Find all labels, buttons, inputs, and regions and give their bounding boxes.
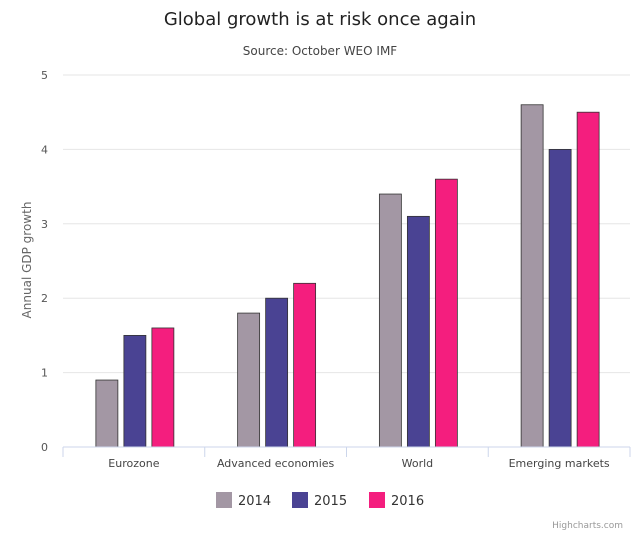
y-tick-label: 1 xyxy=(41,367,48,380)
legend-swatch xyxy=(369,492,385,508)
y-axis-ticks: 0 1 2 3 4 5 xyxy=(41,69,48,454)
bar-2015-1[interactable] xyxy=(265,297,289,448)
y-tick-label: 3 xyxy=(41,218,48,231)
bar-2016-0[interactable] xyxy=(151,327,175,448)
x-category-label: World xyxy=(402,457,434,470)
bar-2016-3[interactable] xyxy=(576,111,600,448)
legend-label: 2014 xyxy=(238,494,271,509)
legend-item-2016[interactable]: 2016 xyxy=(369,492,424,509)
bar-2014-3[interactable] xyxy=(520,104,544,448)
grid-lines xyxy=(63,74,630,374)
legend-label: 2015 xyxy=(314,494,347,509)
x-axis-ticks: Eurozone Advanced economies World Emerging … xyxy=(62,447,631,470)
chart-subtitle: Source: October WEO IMF xyxy=(243,44,398,58)
chart-title: Global growth is at risk once again xyxy=(164,9,476,30)
bar-2014-2[interactable] xyxy=(378,193,402,448)
bar-2014-0[interactable] xyxy=(95,379,119,448)
bar-2014-1[interactable] xyxy=(237,312,261,448)
legend-swatch xyxy=(216,492,232,508)
x-category-label: Advanced economies xyxy=(217,457,335,470)
x-category-label: Eurozone xyxy=(108,457,159,470)
bar-2015-2[interactable] xyxy=(406,215,430,448)
bar-2015-3[interactable] xyxy=(548,148,572,448)
y-tick-label: 0 xyxy=(41,441,48,454)
bar-2016-2[interactable] xyxy=(434,178,458,448)
legend-item-2015[interactable]: 2015 xyxy=(292,492,347,509)
y-tick-label: 2 xyxy=(41,292,48,305)
bar-2016-1[interactable] xyxy=(293,282,317,448)
y-tick-label: 5 xyxy=(41,69,48,82)
legend-item-2014[interactable]: 2014 xyxy=(216,492,271,509)
legend: 2014 2015 2016 xyxy=(216,492,424,509)
x-category-label: Emerging markets xyxy=(509,457,610,470)
bars xyxy=(95,104,600,448)
y-axis-title: Annual GDP growth xyxy=(20,202,34,319)
legend-label: 2016 xyxy=(391,494,424,509)
bar-2015-0[interactable] xyxy=(123,334,147,448)
credits-link[interactable]: Highcharts.com xyxy=(552,521,623,531)
y-tick-label: 4 xyxy=(41,143,48,156)
legend-swatch xyxy=(292,492,308,508)
